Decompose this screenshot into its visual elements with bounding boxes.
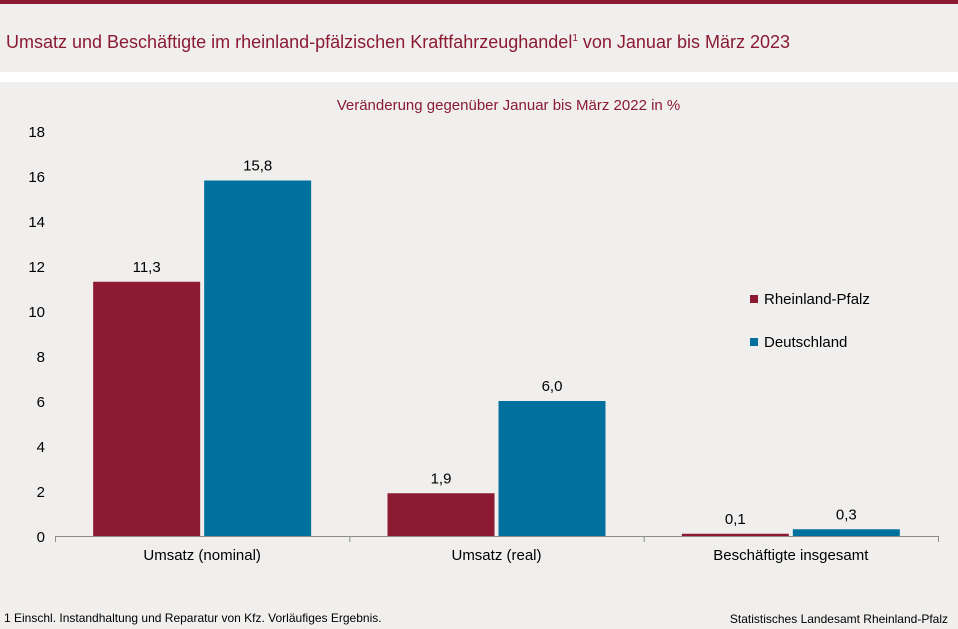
data-label: 15,8 xyxy=(243,158,272,175)
data-label: 0,3 xyxy=(836,506,857,523)
chart-title-tail: von Januar bis März 2023 xyxy=(577,32,791,52)
data-label: 0,1 xyxy=(725,511,746,528)
bar-rheinland-pfalz xyxy=(387,493,495,536)
y-tick-label: 16 xyxy=(28,169,45,186)
y-tick-label: 6 xyxy=(37,394,45,411)
x-category-label: Beschäftigte insgesamt xyxy=(713,547,869,564)
x-category-label: Umsatz (nominal) xyxy=(143,547,261,564)
header-gap xyxy=(0,72,958,82)
legend-label: Rheinland-Pfalz xyxy=(764,291,870,308)
bar-rheinland-pfalz xyxy=(681,533,789,536)
chart-title-footnote-mark: 1 xyxy=(572,33,578,44)
y-tick-label: 18 xyxy=(28,124,45,141)
bar-rheinland-pfalz xyxy=(93,281,201,536)
y-tick-label: 4 xyxy=(37,439,45,456)
y-tick-label: 2 xyxy=(37,484,45,501)
legend-label: Deutschland xyxy=(764,334,847,351)
chart-title: Umsatz und Beschäftigte im rheinland-pfä… xyxy=(6,32,790,53)
chart-subtitle: Veränderung gegenüber Januar bis März 20… xyxy=(337,97,681,114)
header: Umsatz und Beschäftigte im rheinland-pfä… xyxy=(0,4,958,72)
legend-swatch xyxy=(750,338,758,346)
source-note: Statistisches Landesamt Rheinland-Pfalz xyxy=(729,612,948,626)
chart-title-main: Umsatz und Beschäftigte im rheinland-pfä… xyxy=(6,32,573,52)
bar-deutschland xyxy=(498,401,606,536)
data-label: 1,9 xyxy=(431,470,452,487)
bar-deutschland xyxy=(792,529,900,536)
bar-deutschland xyxy=(204,180,312,536)
x-category-label: Umsatz (real) xyxy=(451,547,541,564)
y-tick-label: 8 xyxy=(37,349,45,366)
top-rule xyxy=(0,0,958,4)
data-label: 11,3 xyxy=(133,259,161,276)
legend-swatch xyxy=(750,295,758,303)
y-tick-label: 10 xyxy=(28,304,45,321)
footnote: 1 Einschl. Instandhaltung und Reparatur … xyxy=(4,611,382,625)
y-tick-label: 0 xyxy=(37,529,45,546)
y-tick-label: 12 xyxy=(28,259,45,276)
data-label: 6,0 xyxy=(542,378,563,395)
y-tick-label: 14 xyxy=(28,214,45,231)
